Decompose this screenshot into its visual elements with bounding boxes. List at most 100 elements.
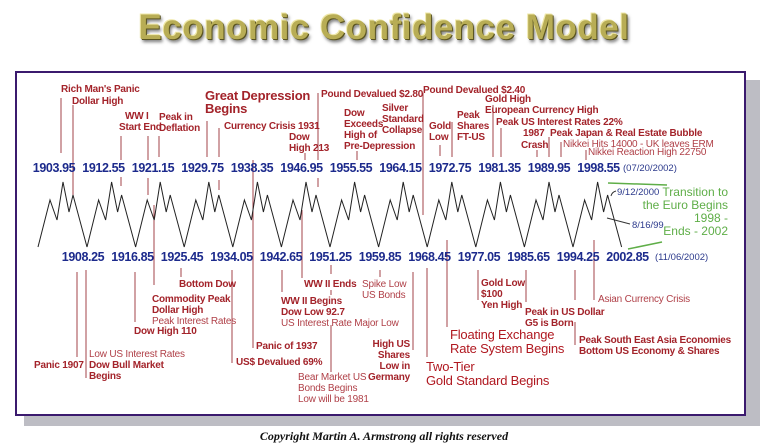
euro-upper-line (607, 182, 668, 186)
trough-year-label: 1908.25 (61, 250, 105, 264)
confidence-wave-line (37, 181, 623, 248)
event-label: Gold Low (481, 278, 525, 289)
event-label: $100 (481, 289, 503, 300)
event-label: FT-US (457, 132, 485, 143)
event-label: Bonds Begins (298, 383, 358, 394)
event-label: Bottom Dow (179, 279, 236, 290)
event-label: Nikkei Hits 14000 - UK leaves ERM (563, 139, 714, 150)
event-label: Peak Interest Rates (152, 316, 237, 327)
event-label: Peak Japan & Real Estate Bubble (550, 128, 703, 139)
trough-year-label: 1968.45 (408, 250, 451, 264)
event-label: European Currency High (485, 105, 599, 116)
trough-date-note: (11/06/2002) (655, 252, 709, 263)
event-label: Bottom US Economy & Shares (579, 346, 720, 357)
event-pointer-lines (60, 93, 595, 378)
event-label: Commodity Peak (152, 294, 231, 305)
event-label: Currency Crisis 1931 (224, 121, 320, 132)
date-pointer-9-12-2000 (610, 190, 617, 197)
event-label: Yen High (481, 300, 523, 311)
event-label: US$ Devalued 69% (236, 357, 323, 368)
trough-year-label: 1934.05 (210, 250, 253, 264)
event-label: US Bonds (362, 290, 406, 301)
peak-year-label: 1929.75 (181, 161, 224, 175)
event-label: Rate System Begins (450, 341, 565, 356)
peak-year-label: 1972.75 (428, 161, 472, 175)
event-label: Two-Tier (426, 359, 475, 374)
event-label: Standard (382, 114, 424, 125)
event-label: Crash (521, 140, 549, 151)
peak-year-label: 1938.35 (230, 161, 274, 175)
event-label: Exceeds (344, 119, 384, 130)
event-label: Low in (379, 361, 411, 372)
event-label: Floating Exchange (450, 327, 555, 342)
event-label: Nikkei Reaction High 22750 (588, 147, 707, 158)
event-label: Deflation (159, 123, 200, 134)
event-label: WW I (125, 111, 149, 122)
diagram-title: Economic Confidence Model (138, 8, 630, 47)
peak-year-label: 1955.55 (329, 161, 373, 175)
event-label: Rich Man's Panic (61, 84, 140, 95)
event-label: 1987 (523, 128, 545, 139)
event-label: Peak South East Asia Economies (579, 335, 732, 346)
trough-year-label: 1994.25 (556, 250, 600, 264)
event-label: Gold Standard Begins (426, 373, 550, 388)
event-label: High of (344, 130, 378, 141)
copyright-notice: Copyright Martin A. Armstrong all rights… (259, 429, 509, 443)
event-label: Shares (457, 121, 490, 132)
event-label: Dow High 110 (134, 326, 197, 337)
event-label: Pound Devalued $2.40 (423, 85, 526, 96)
event-label: Dow (289, 132, 310, 143)
peak-year-label: 1946.95 (280, 161, 323, 175)
event-label: Dow Low 92.7 (281, 307, 345, 318)
event-label: Asian Currency Crisis (598, 294, 690, 305)
trough-year-label: 1977.05 (457, 250, 501, 264)
euro-transition-text: Transition to the Euro Begins 1998 - End… (643, 186, 728, 238)
peak-year-label: 1981.35 (478, 161, 521, 175)
date-label-9-12-2000: 9/12/2000 (617, 187, 660, 198)
euro-lower-line (627, 241, 663, 250)
event-label: Begins (89, 371, 122, 382)
event-label: WW II Ends (304, 279, 357, 290)
date-pointer-8-16-99 (606, 217, 631, 225)
trough-year-label: 1951.25 (309, 250, 352, 264)
event-label: Start End (119, 122, 162, 133)
event-label: Peak in US Dollar (525, 307, 605, 318)
trough-year-label: 1925.45 (160, 250, 204, 264)
event-label: WW II Begins (281, 296, 342, 307)
peak-year-label: 1964.15 (379, 161, 422, 175)
event-label: Gold High (485, 94, 531, 105)
peak-year-label: 1989.95 (527, 161, 571, 175)
event-label: Dollar High (152, 305, 204, 316)
event-label: Silver (382, 103, 409, 114)
event-label: Dollar High (72, 96, 124, 107)
event-label: Collapse (382, 125, 423, 136)
event-label: Bear Market US (298, 372, 367, 383)
euro-transition-lines (607, 182, 668, 250)
event-label: Low will be 1981 (298, 394, 369, 405)
trough-year-label: 1916.85 (111, 250, 154, 264)
event-label: Dow (344, 108, 365, 119)
euro-line: 1998 - (693, 211, 728, 225)
event-label: US Interest Rate Major Low (281, 318, 399, 329)
peak-year-label: 1921.15 (131, 161, 175, 175)
peak-year-label: 1998.55 (577, 161, 620, 175)
event-label: Pre-Depression (344, 141, 416, 152)
event-label: Begins (205, 101, 248, 116)
event-label: Panic of 1937 (256, 341, 318, 352)
trough-year-label: 2002.85 (606, 250, 649, 264)
event-label: Peak (457, 110, 480, 121)
peak-date-note: (07/20/2002) (623, 163, 677, 174)
event-label: Spike Low (362, 279, 407, 290)
event-label: Shares (377, 350, 410, 361)
event-label: Pound Devalued $2.80 (321, 89, 424, 100)
euro-line: the Euro Begins (642, 198, 728, 212)
event-label: Panic 1907 (34, 360, 84, 371)
euro-line: Ends - 2002 (663, 224, 728, 238)
euro-line: Transition to (662, 185, 728, 199)
event-label: Germany (368, 372, 410, 383)
event-label: Low US Interest Rates (89, 349, 185, 360)
event-label: Dow Bull Market (89, 360, 164, 371)
peak-year-label: 1912.55 (82, 161, 125, 175)
event-label: High US (372, 339, 411, 350)
